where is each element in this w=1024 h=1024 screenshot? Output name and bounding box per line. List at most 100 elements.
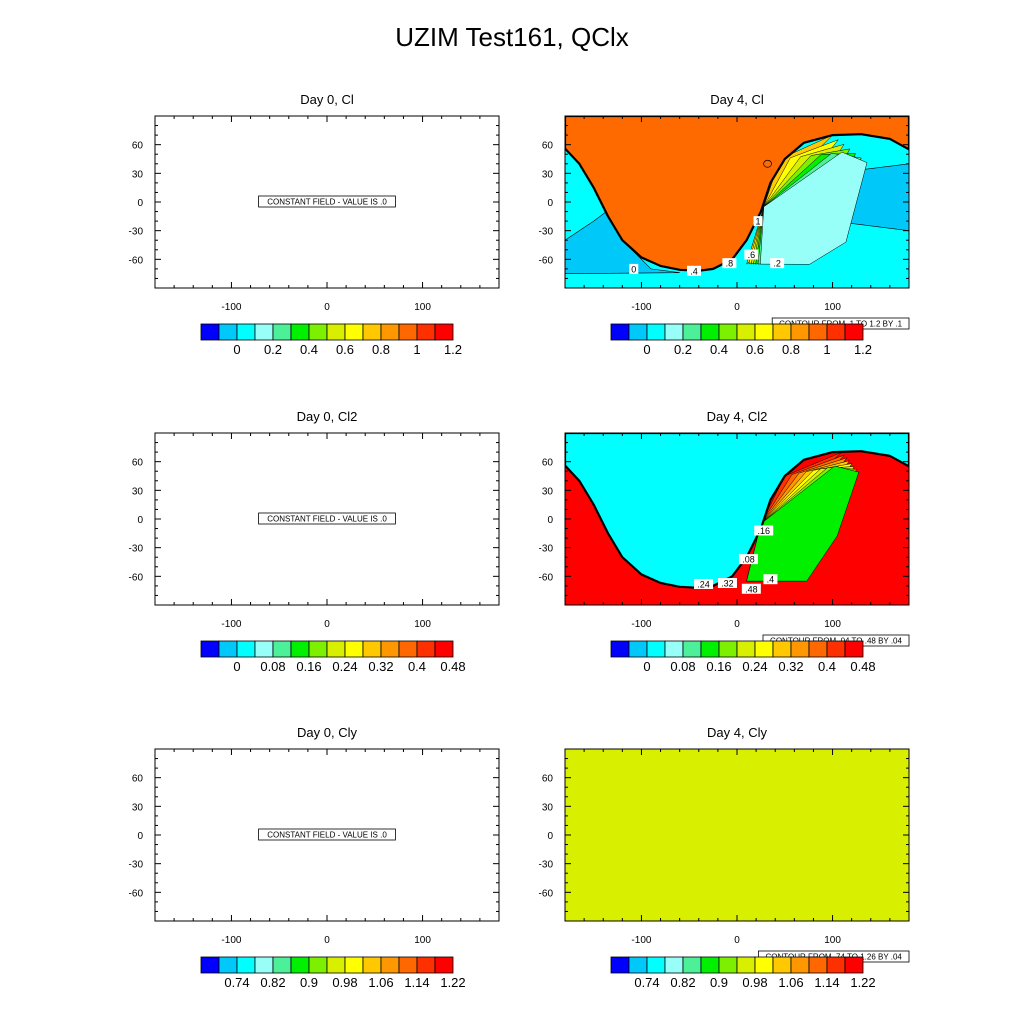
colorbar-label: 0.24 <box>332 659 357 674</box>
contour-label-box <box>744 249 759 260</box>
colorbar-label: 1.22 <box>440 975 465 990</box>
colorbar-box <box>272 323 292 341</box>
y-tick-label: -30 <box>539 544 554 555</box>
colorbar-box <box>700 640 720 658</box>
colorbar-box <box>754 640 774 658</box>
contour-label-box <box>753 216 763 227</box>
y-tick-label: 0 <box>137 831 143 842</box>
annotation-box <box>258 828 396 841</box>
y-tick-label: 0 <box>547 831 553 842</box>
panel-1: Day 0, Cl -100 0 100 60 30 0 -30 -60 CONSTANT FIE… <box>129 92 500 357</box>
annotation-text: CONSTANT FIELD - VALUE IS .0 <box>267 198 387 207</box>
colorbar-box <box>772 640 792 658</box>
x-tick-label: -100 <box>631 302 651 313</box>
colorbar-box <box>610 640 630 658</box>
colorbar-box <box>200 640 220 658</box>
contour-fill-group <box>565 116 909 288</box>
colorbar-box <box>398 640 418 658</box>
annotation-box <box>258 195 396 208</box>
x-tick-label: 0 <box>734 302 740 313</box>
colorbar-box <box>628 640 648 658</box>
x-tick-label: 0 <box>734 935 740 946</box>
y-tick-label: 0 <box>547 515 553 526</box>
colorbar-label: 0 <box>643 659 650 674</box>
colorbar-box <box>646 323 666 341</box>
colorbar-box <box>218 640 238 658</box>
colorbar-box <box>826 323 846 341</box>
colorbar-box <box>308 640 328 658</box>
y-tick-label: -30 <box>129 860 144 871</box>
y-tick-label: 60 <box>132 141 144 152</box>
y-tick-label: -60 <box>129 888 144 899</box>
colorbar-box <box>254 640 274 658</box>
y-tick-label: 0 <box>137 515 143 526</box>
colorbar-box <box>362 323 382 341</box>
fill-region-high <box>565 116 909 272</box>
x-tick-label: 100 <box>824 619 841 630</box>
x-tick-label: 100 <box>824 935 841 946</box>
contour-label-box <box>738 554 758 565</box>
panel-5: Day 0, Cly -100 0 100 60 30 0 -30 -60 CONSTANT FI… <box>129 725 500 990</box>
x-tick-label: -100 <box>221 935 241 946</box>
colorbar-box <box>646 640 666 658</box>
panel-title: Day 4, Cl <box>710 92 764 107</box>
contour-label-box <box>754 525 774 536</box>
colorbar-label: 0.48 <box>440 659 465 674</box>
panel-title: Day 0, Cl <box>300 92 354 107</box>
contour-label: .08 <box>742 555 755 565</box>
colorbar-box <box>398 956 418 974</box>
colorbar-box <box>736 640 756 658</box>
colorbar-box <box>326 323 346 341</box>
colorbar-box <box>790 323 810 341</box>
colorbar-box <box>236 640 256 658</box>
colorbar-box <box>344 956 364 974</box>
colorbar-box <box>664 323 684 341</box>
y-tick-label: 60 <box>132 458 144 469</box>
colorbar-box <box>682 323 702 341</box>
constant-fill <box>565 749 909 921</box>
colorbar-box <box>272 956 292 974</box>
panel-2: Day 4, Cl0.4.8.61.2-100010060300-30-60CO… <box>539 92 910 357</box>
colorbar-box <box>380 956 400 974</box>
colorbar-label: 0.6 <box>746 342 764 357</box>
colorbar-label: 0 <box>233 342 240 357</box>
colorbar-box <box>308 956 328 974</box>
panel-4: Day 4, Cl2 .16 .08 .24 .32 .48 .4 -100 0 100 60 30 0… <box>539 409 910 674</box>
colorbar-box <box>628 323 648 341</box>
colorbar-box <box>200 323 220 341</box>
contour-label-box <box>763 574 778 585</box>
colorbar-box <box>236 956 256 974</box>
colorbar-box <box>610 956 630 974</box>
colorbar-label: 0.9 <box>300 975 318 990</box>
y-tick-label: 30 <box>132 802 144 813</box>
colorbar-label: 1.2 <box>854 342 872 357</box>
contour-label: .32 <box>721 579 734 589</box>
y-tick-label: 30 <box>132 486 144 497</box>
colorbar-box <box>290 640 310 658</box>
colorbar-box <box>772 323 792 341</box>
colorbar-box <box>700 323 720 341</box>
y-tick-label: -60 <box>539 572 554 583</box>
annotation-text: CONSTANT FIELD - VALUE IS .0 <box>267 515 387 524</box>
colorbar-box <box>664 640 684 658</box>
colorbar-box <box>754 323 774 341</box>
y-tick-label: 60 <box>542 458 554 469</box>
contour-label: .24 <box>697 579 710 589</box>
x-tick-label: 100 <box>824 302 841 313</box>
colorbar-label: 0.32 <box>368 659 393 674</box>
colorbar-box <box>254 956 274 974</box>
colorbar-label: 0.16 <box>706 659 731 674</box>
x-tick-label: -100 <box>631 935 651 946</box>
contour-label: .8 <box>726 259 734 269</box>
colorbar-box <box>416 640 436 658</box>
colorbar-label: 0.4 <box>710 342 728 357</box>
y-tick-label: 30 <box>542 802 554 813</box>
x-tick-label: -100 <box>221 619 241 630</box>
colorbar-box <box>416 956 436 974</box>
colorbar-label: 0.4 <box>818 659 836 674</box>
y-tick-label: 30 <box>542 486 554 497</box>
panel-title: Day 0, Cly <box>297 725 357 740</box>
colorbar-label: 1.2 <box>444 342 462 357</box>
